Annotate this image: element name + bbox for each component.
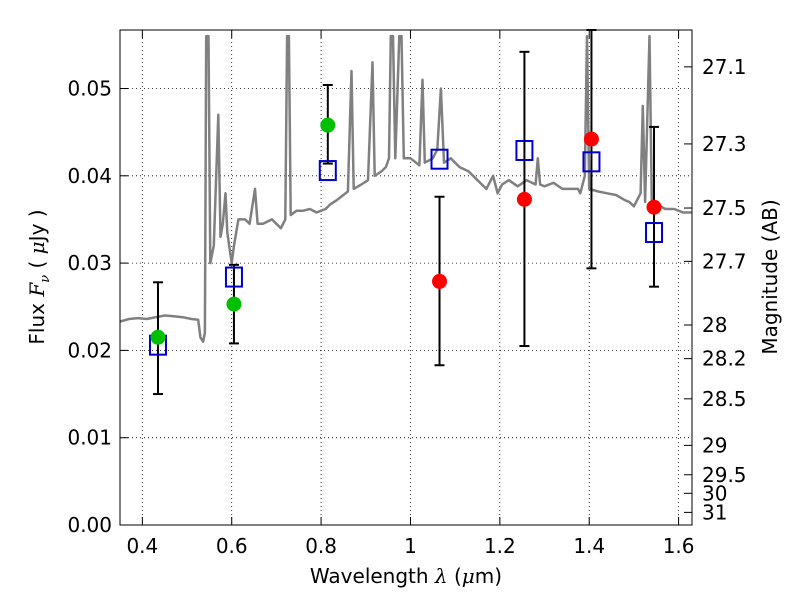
y-tick-label: 0.05 [67, 76, 112, 100]
y-tick-label: 0.00 [67, 513, 112, 537]
right-tick-label: 28.5 [702, 387, 747, 411]
model-photometry-square [318, 160, 337, 182]
model-photometry-square [224, 266, 243, 288]
observed-flux-point [646, 199, 662, 215]
right-tick-label: 27.1 [702, 55, 747, 79]
right-tick-label: 30 [702, 481, 727, 505]
error-bars [152, 29, 660, 396]
right-tick-label: 27.7 [702, 249, 747, 273]
markers [148, 117, 664, 356]
right-tick-label: 29.5 [702, 463, 747, 487]
y-axis-right-label: Magnitude (AB) [758, 199, 782, 354]
model-photometry-square [515, 139, 534, 161]
right-tick-label: 29 [702, 433, 727, 457]
data-layer [120, 34, 692, 343]
x-axis-label: Wavelength λ (μm) [310, 564, 502, 588]
observed-flux-point [583, 131, 599, 147]
model-photometry-square [582, 151, 601, 173]
x-tick-label: 1 [404, 534, 417, 558]
right-tick-label: 31 [702, 500, 727, 524]
x-tick-label: 0.8 [305, 534, 337, 558]
x-tick-label: 0.4 [126, 534, 158, 558]
observed-flux-point [320, 117, 336, 133]
x-tick-label: 0.6 [216, 534, 248, 558]
x-axis-ticks: 0.4 0.6 0.8 1 1.2 1.4 1.6 [126, 30, 695, 558]
x-tick-label: 1.4 [573, 534, 605, 558]
y-tick-label: 0.02 [67, 338, 112, 362]
model-spectrum-line [120, 34, 692, 343]
y-tick-label: 0.01 [67, 426, 112, 450]
x-tick-label: 1.2 [484, 534, 516, 558]
y-tick-label: 0.03 [67, 251, 112, 275]
observed-flux-point [150, 329, 166, 345]
model-photometry-square [430, 148, 449, 170]
right-tick-label: 27.5 [702, 196, 747, 220]
x-tick-label: 1.6 [663, 534, 695, 558]
model-photometry-square [645, 222, 664, 244]
observed-flux-point [432, 273, 448, 289]
y-axis-left-ticks: 0.00 0.01 0.02 0.03 0.04 0.05 [67, 76, 128, 537]
y-tick-label: 0.04 [67, 164, 112, 188]
observed-flux-point [516, 191, 532, 207]
right-tick-label: 27.3 [702, 132, 747, 156]
plot-frame [119, 29, 693, 526]
right-tick-label: 28.2 [702, 347, 747, 371]
right-tick-label: 28 [702, 313, 727, 337]
observed-flux-point [226, 296, 242, 312]
